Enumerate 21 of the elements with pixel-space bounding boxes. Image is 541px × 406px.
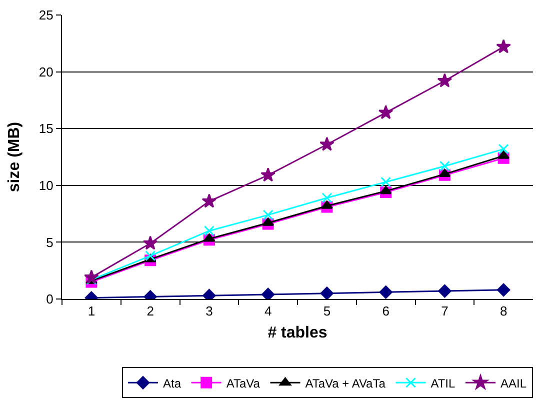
y-tick-label: 15 [38,121,54,136]
y-tick-label: 25 [38,8,54,23]
legend-label: Ata [163,376,182,390]
legend-label: ATaVa [226,376,260,390]
x-tick-label: 1 [88,304,96,319]
legend-label: ATIL [430,376,456,390]
x-tick-label: 5 [323,304,331,319]
x-tick-label: 7 [441,304,448,319]
x-tick-label: 6 [382,304,390,319]
y-tick-label: 0 [46,292,54,307]
x-tick-label: 8 [500,304,508,319]
x-tick-label: 4 [264,304,272,319]
x-tick-label: 3 [206,304,213,319]
y-tick-label: 20 [38,64,54,80]
legend-label: ATaVa + AVaTa [305,376,386,390]
y-tick-label: 5 [46,234,54,250]
y-tick-label: 10 [38,178,54,193]
legend-label: AAIL [500,376,527,390]
x-tick-label: 2 [146,304,154,319]
y-axis-title: size (MB) [6,122,23,192]
x-axis-title: # tables [268,324,328,342]
